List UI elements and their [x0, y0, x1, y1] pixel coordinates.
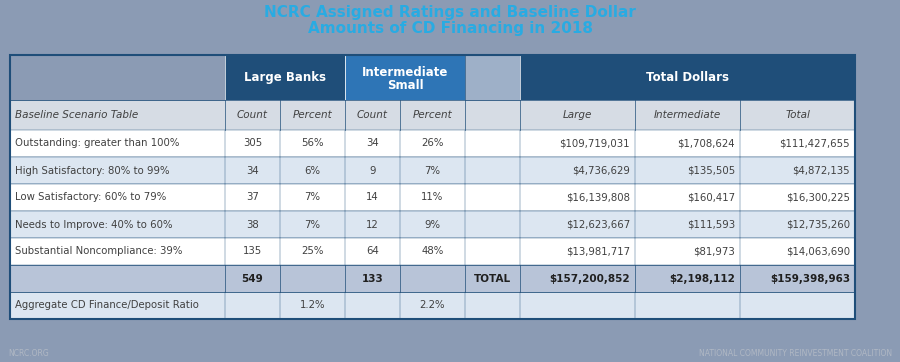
- Text: Amounts of CD Financing in 2018: Amounts of CD Financing in 2018: [308, 21, 592, 37]
- Bar: [520, 55, 855, 100]
- Text: Total: Total: [785, 110, 810, 120]
- Text: Large: Large: [562, 110, 592, 120]
- Text: 7%: 7%: [304, 193, 320, 202]
- Text: $12,623,667: $12,623,667: [566, 219, 630, 230]
- Text: 14: 14: [366, 193, 379, 202]
- Text: 38: 38: [246, 219, 259, 230]
- Bar: [10, 292, 855, 319]
- Text: 34: 34: [246, 165, 259, 176]
- Text: $109,719,031: $109,719,031: [560, 139, 630, 148]
- Text: Percent: Percent: [292, 110, 332, 120]
- Text: 7%: 7%: [304, 219, 320, 230]
- Text: $135,505: $135,505: [687, 165, 735, 176]
- Text: $1,708,624: $1,708,624: [678, 139, 735, 148]
- Text: Low Satisfactory: 60% to 79%: Low Satisfactory: 60% to 79%: [15, 193, 166, 202]
- Text: NATIONAL COMMUNITY REINVESTMENT COALITION: NATIONAL COMMUNITY REINVESTMENT COALITIO…: [699, 349, 892, 358]
- Text: Percent: Percent: [412, 110, 453, 120]
- Text: $4,736,629: $4,736,629: [572, 165, 630, 176]
- Text: 305: 305: [243, 139, 262, 148]
- Text: $16,139,808: $16,139,808: [566, 193, 630, 202]
- Text: 25%: 25%: [302, 247, 324, 257]
- Text: Needs to Improve: 40% to 60%: Needs to Improve: 40% to 60%: [15, 219, 173, 230]
- Bar: [10, 130, 855, 157]
- Text: 135: 135: [243, 247, 262, 257]
- Text: $111,427,655: $111,427,655: [779, 139, 850, 148]
- Text: 34: 34: [366, 139, 379, 148]
- Text: 9%: 9%: [425, 219, 440, 230]
- Bar: [10, 100, 855, 130]
- Text: Small: Small: [387, 79, 423, 92]
- Text: $16,300,225: $16,300,225: [786, 193, 850, 202]
- Text: Aggregate CD Finance/Deposit Ratio: Aggregate CD Finance/Deposit Ratio: [15, 300, 199, 311]
- Text: Baseline Scenario Table: Baseline Scenario Table: [15, 110, 139, 120]
- Text: 11%: 11%: [421, 193, 444, 202]
- Text: 64: 64: [366, 247, 379, 257]
- Bar: [10, 184, 855, 211]
- Text: Count: Count: [237, 110, 268, 120]
- Text: $160,417: $160,417: [687, 193, 735, 202]
- Text: $4,872,135: $4,872,135: [792, 165, 850, 176]
- Text: $14,063,690: $14,063,690: [786, 247, 850, 257]
- Text: NCRC Assigned Ratings and Baseline Dollar: NCRC Assigned Ratings and Baseline Dolla…: [264, 5, 636, 21]
- Text: $159,398,963: $159,398,963: [770, 274, 850, 283]
- Text: 12: 12: [366, 219, 379, 230]
- Text: $12,735,260: $12,735,260: [786, 219, 850, 230]
- Text: 26%: 26%: [421, 139, 444, 148]
- Text: High Satisfactory: 80% to 99%: High Satisfactory: 80% to 99%: [15, 165, 169, 176]
- Bar: [345, 55, 465, 100]
- Text: $13,981,717: $13,981,717: [566, 247, 630, 257]
- Text: 9: 9: [369, 165, 376, 176]
- Text: $81,973: $81,973: [693, 247, 735, 257]
- Bar: [10, 211, 855, 238]
- Bar: [225, 55, 345, 100]
- Text: $111,593: $111,593: [687, 219, 735, 230]
- Text: NCRC.ORG: NCRC.ORG: [8, 349, 49, 358]
- Text: Outstanding: greater than 100%: Outstanding: greater than 100%: [15, 139, 179, 148]
- Text: 549: 549: [241, 274, 264, 283]
- Text: Total Dollars: Total Dollars: [646, 71, 729, 84]
- Bar: [465, 55, 520, 100]
- Text: 56%: 56%: [302, 139, 324, 148]
- Text: Large Banks: Large Banks: [244, 71, 326, 84]
- Text: 37: 37: [246, 193, 259, 202]
- Text: $157,200,852: $157,200,852: [549, 274, 630, 283]
- Bar: [10, 157, 855, 184]
- Text: 48%: 48%: [421, 247, 444, 257]
- Text: 2.2%: 2.2%: [419, 300, 446, 311]
- Text: Intermediate: Intermediate: [362, 66, 448, 79]
- Text: $2,198,112: $2,198,112: [669, 274, 735, 283]
- Bar: [10, 55, 855, 319]
- Bar: [10, 265, 855, 292]
- Bar: [10, 238, 855, 265]
- Text: 1.2%: 1.2%: [300, 300, 325, 311]
- Text: Intermediate: Intermediate: [654, 110, 721, 120]
- Text: 133: 133: [362, 274, 383, 283]
- Text: Count: Count: [357, 110, 388, 120]
- Text: 6%: 6%: [304, 165, 320, 176]
- Bar: [10, 55, 225, 100]
- Text: Substantial Noncompliance: 39%: Substantial Noncompliance: 39%: [15, 247, 183, 257]
- Text: TOTAL: TOTAL: [474, 274, 511, 283]
- Text: 7%: 7%: [425, 165, 440, 176]
